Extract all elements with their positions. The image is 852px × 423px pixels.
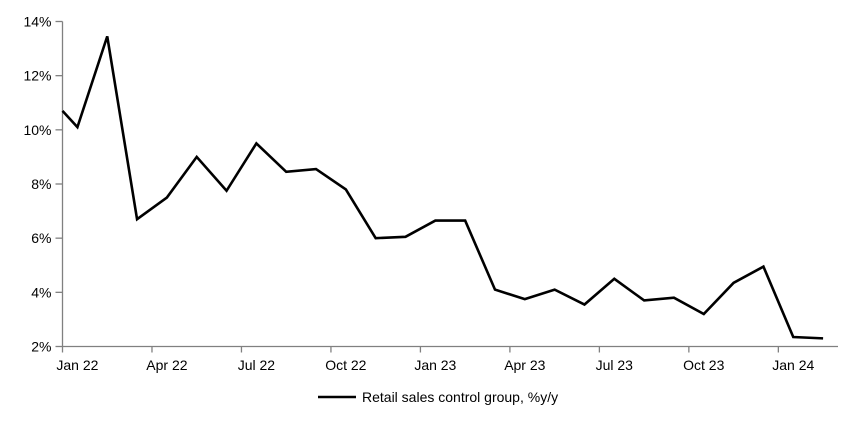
y-tick-label: 12% xyxy=(23,68,51,84)
x-axis: Jan 22 Apr 22 Jul 22 Oct 22 Jan 23 Apr 23 Jul … xyxy=(56,345,838,373)
y-tick-label: 14% xyxy=(23,14,51,30)
series-line xyxy=(61,35,824,340)
x-tick-label: Oct 22 xyxy=(325,357,366,373)
y-tick-label: 10% xyxy=(23,122,51,138)
x-tick-label: Oct 23 xyxy=(683,357,724,373)
x-tick-label: Jul 23 xyxy=(596,357,634,373)
y-tick-label: 8% xyxy=(31,176,51,192)
x-tick-label: Jan 22 xyxy=(56,357,98,373)
y-axis: 2% 4% 6% 8% 10% 12% 14% xyxy=(23,14,64,355)
x-tick-label: Jan 23 xyxy=(414,357,456,373)
legend-label: Retail sales control group, %y/y xyxy=(362,389,558,405)
y-tick-label: 4% xyxy=(31,284,51,300)
x-tick-label: Jul 22 xyxy=(238,357,276,373)
x-tick-label: Apr 23 xyxy=(504,357,545,373)
x-tick-label: Apr 22 xyxy=(146,357,187,373)
x-tick-label: Jan 24 xyxy=(772,357,814,373)
legend: Retail sales control group, %y/y xyxy=(318,389,558,405)
y-tick-label: 6% xyxy=(31,230,51,246)
y-tick-label: 2% xyxy=(31,339,51,355)
